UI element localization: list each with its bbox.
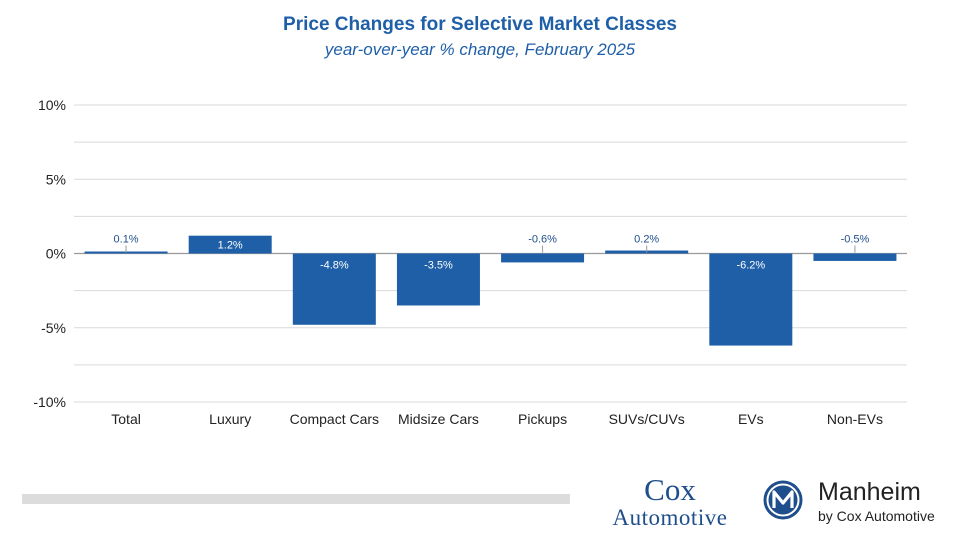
y-tick-label: -5% [41,320,66,336]
bar-midsize-cars [396,253,480,306]
x-category-label: Non-EVs [827,411,883,427]
data-label: 1.2% [218,240,243,252]
x-category-label: EVs [738,411,764,427]
labels-layer: 0.1% 1.2% -4.8% -3.5% -0.6% 0.2% -6.2% -0.5% [114,234,870,272]
data-label: -0.6% [528,234,557,246]
chart-title: Price Changes for Selective Market Class… [283,14,677,35]
x-category-label: Total [111,411,141,427]
manheim-m-icon [763,480,803,520]
cox-logo-line1: Cox [644,472,696,507]
manheim-name: Manheim [818,478,921,506]
bar-compact-cars [292,253,376,325]
x-category-label: Pickups [518,411,567,427]
chart-subtitle: year-over-year % change, February 2025 [324,40,636,59]
manheim-tagline: by Cox Automotive [818,508,935,524]
bar-chart: 0.1% 1.2% -4.8% -3.5% -0.6% 0.2% -6.2% -0.5% 10… [33,97,907,427]
bar-luxury [188,235,272,254]
cox-automotive-logo: Cox Automotive [590,474,750,529]
y-tick-label: 10% [38,97,66,113]
data-label: 0.1% [114,234,139,246]
cox-logo-line2: Automotive [612,505,728,530]
footer-divider-bar [22,494,570,504]
bar-non-evs [813,253,897,261]
x-category-label: Compact Cars [290,411,379,427]
x-category-label: Luxury [209,411,251,427]
x-category-label: SUVs/CUVs [609,411,685,427]
bar-pickups [501,253,585,263]
bar-evs [709,253,793,346]
data-label: -0.5% [841,234,870,246]
data-label: -4.8% [320,260,349,272]
y-tick-label: -10% [33,394,66,410]
axis-layer: 10% 5% 0% -5% -10% Total Luxury Compact Cars Mid… [33,97,883,427]
y-tick-label: 0% [46,246,66,262]
y-tick-label: 5% [46,171,66,187]
data-label: 0.2% [634,234,659,246]
x-category-label: Midsize Cars [398,411,479,427]
data-label: -6.2% [736,260,765,272]
manheim-logo: Manheim by Cox Automotive [762,478,972,528]
data-label: -3.5% [424,260,453,272]
